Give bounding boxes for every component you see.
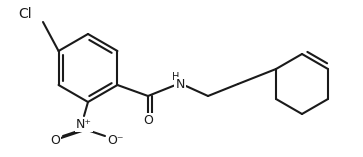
Text: H: H bbox=[172, 72, 180, 82]
Text: N⁺: N⁺ bbox=[76, 117, 92, 130]
Text: O: O bbox=[50, 133, 60, 146]
Text: O⁻: O⁻ bbox=[107, 133, 123, 146]
Text: O: O bbox=[143, 114, 153, 127]
Text: N: N bbox=[175, 78, 185, 90]
Text: Cl: Cl bbox=[18, 7, 32, 21]
